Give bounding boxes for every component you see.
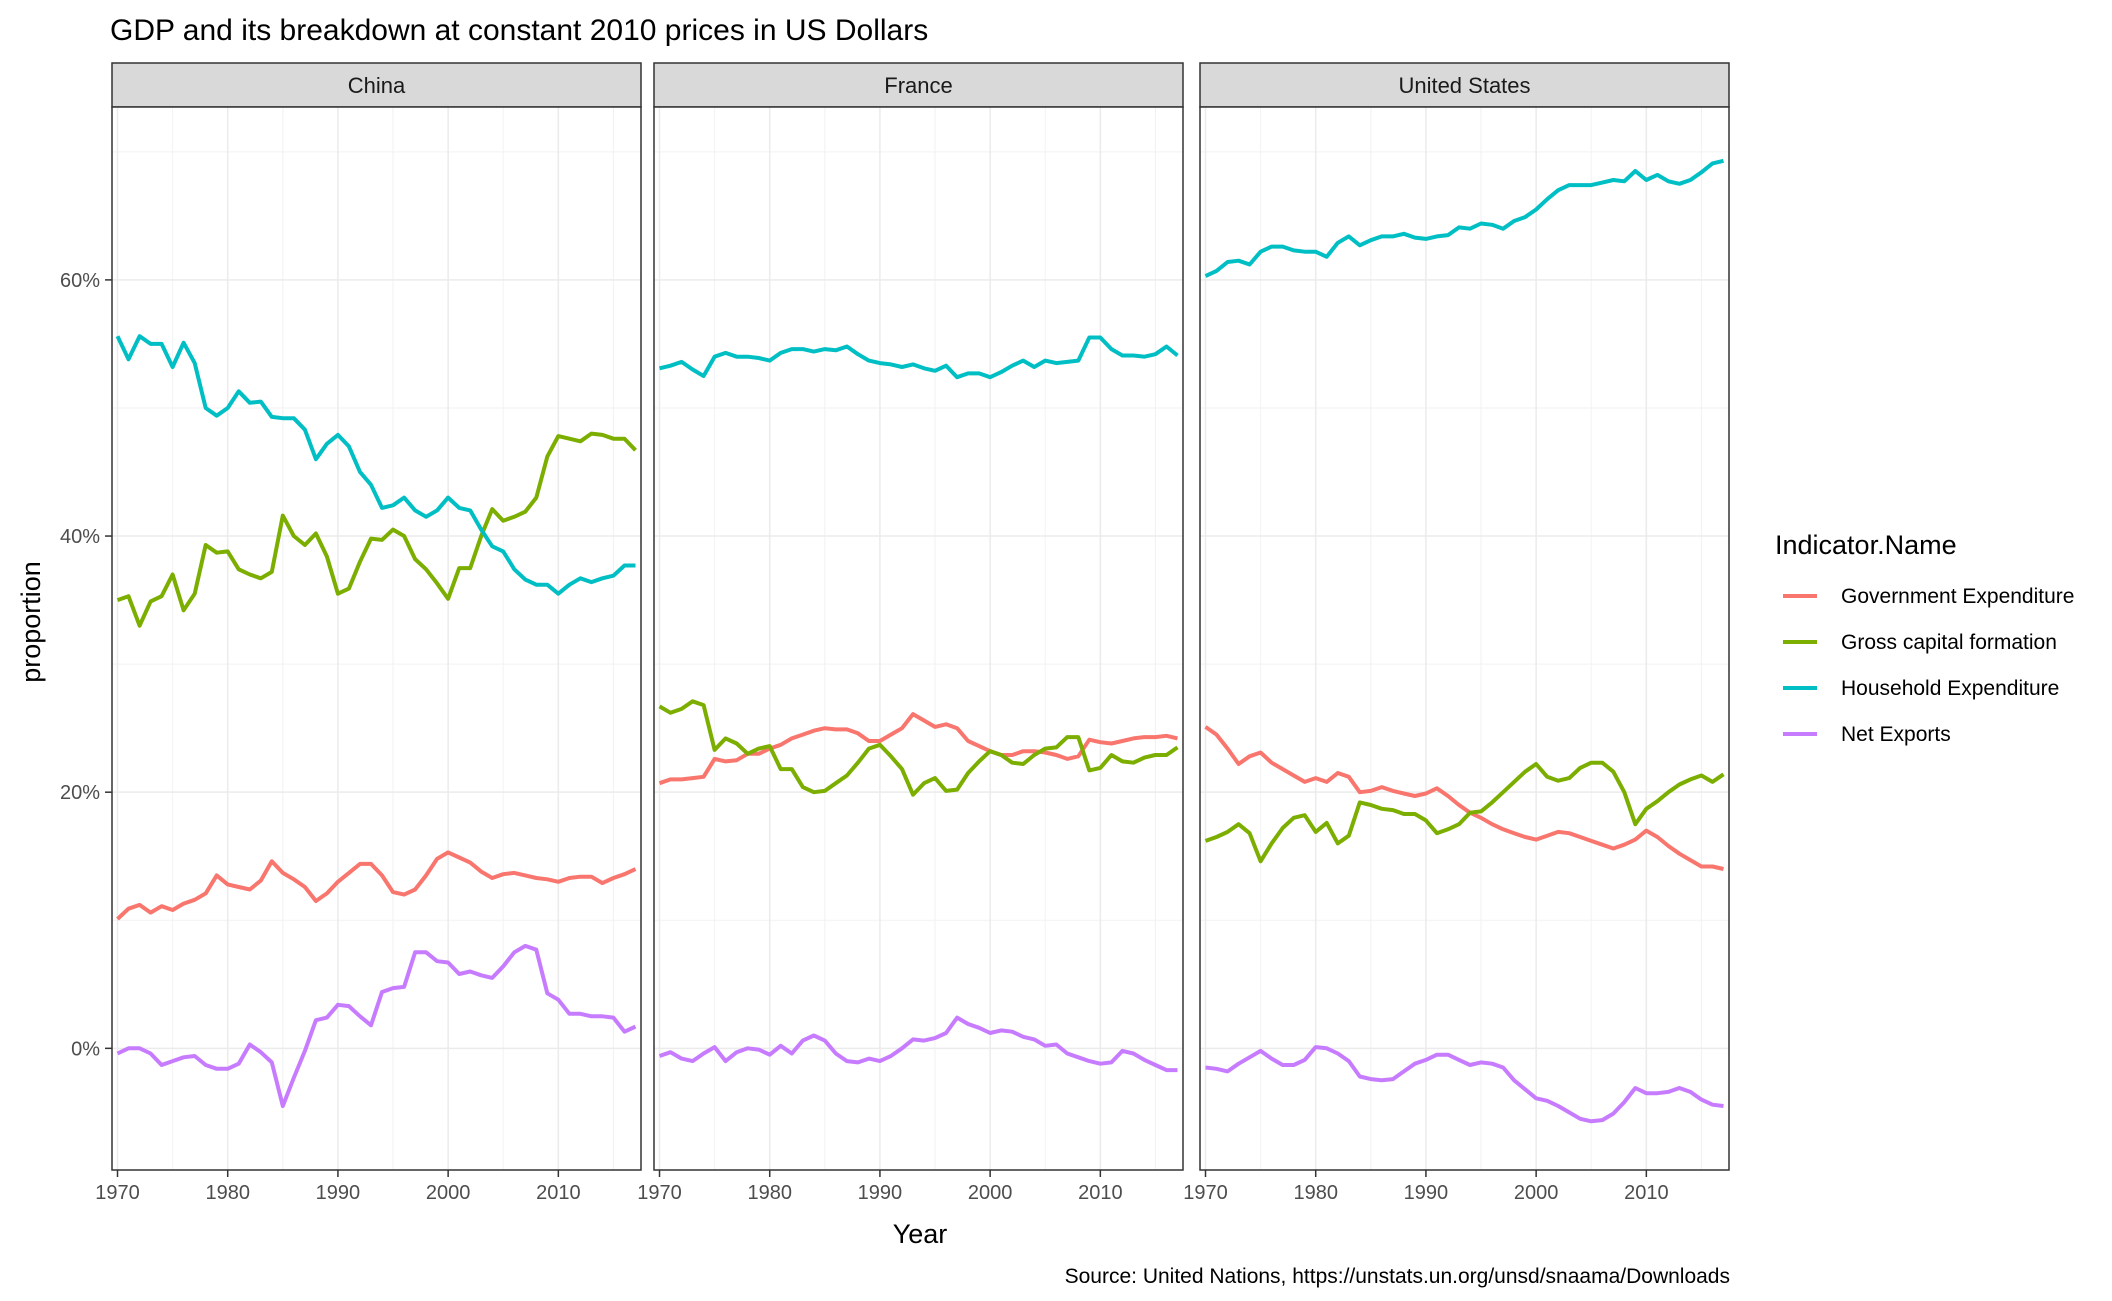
x-tick-label: 2000 — [968, 1182, 1013, 1204]
facet-strip-label: France — [884, 73, 952, 98]
legend-entry-net-exports: Net Exports — [1783, 723, 1951, 746]
y-tick-label: 40% — [60, 526, 100, 548]
y-tick-label: 20% — [60, 782, 100, 804]
x-tick-label: 1970 — [95, 1182, 140, 1204]
series-line-household-expenditure — [1204, 158, 1724, 278]
legend-entry-household-expenditure: Household Expenditure — [1783, 677, 2059, 700]
legend-label: Gross capital formation — [1841, 631, 2057, 654]
facet-france: France 1970 1980 1990 2000 2010 — [637, 62, 1184, 1204]
series-line-government-expenditure — [658, 712, 1178, 786]
series-line-government-expenditure — [116, 850, 637, 921]
panel-border — [1199, 106, 1730, 1171]
chart-title: GDP and its breakdown at constant 2010 p… — [110, 14, 928, 47]
panel-background — [1200, 107, 1729, 1170]
x-tick-label: 2010 — [1624, 1182, 1669, 1204]
y-tick-label: 0% — [71, 1038, 100, 1060]
facet-strip-label: China — [348, 73, 406, 98]
x-tick-label: 1970 — [637, 1182, 682, 1204]
series-line-gross-capital-formation — [116, 431, 637, 628]
panel-border — [653, 106, 1184, 1171]
x-tick-label: 1990 — [1404, 1182, 1449, 1204]
x-tick-label: 2010 — [536, 1182, 581, 1204]
x-tick-label: 2010 — [1078, 1182, 1123, 1204]
chart-caption: Source: United Nations, https://unstats.… — [1065, 1265, 1730, 1288]
x-tick-label: 2000 — [426, 1182, 471, 1204]
series-line-household-expenditure — [115, 334, 636, 596]
series-line-household-expenditure — [659, 335, 1179, 380]
series-line-net-exports — [658, 1015, 1178, 1073]
legend-label: Government Expenditure — [1841, 585, 2074, 608]
legend-title: Indicator.Name — [1775, 530, 1957, 560]
x-axis-title: Year — [893, 1219, 948, 1249]
y-tick-label: 60% — [60, 270, 100, 292]
panel-border — [111, 106, 642, 1171]
legend-entry-government-expenditure: Government Expenditure — [1783, 585, 2074, 608]
legend-label: Household Expenditure — [1841, 677, 2059, 700]
series-line-government-expenditure — [1204, 725, 1724, 871]
x-tick-label: 1970 — [1183, 1182, 1228, 1204]
x-tick-label: 1990 — [316, 1182, 361, 1204]
x-tick-label: 1980 — [747, 1182, 792, 1204]
x-tick-label: 2000 — [1514, 1182, 1559, 1204]
facet-strip — [653, 62, 1184, 108]
series-line-net-exports — [116, 943, 637, 1108]
series-line-net-exports — [1205, 1045, 1724, 1124]
panel-background — [654, 107, 1183, 1170]
facet-strip — [1199, 62, 1730, 108]
facet-strip-label: United States — [1398, 73, 1530, 98]
x-tick-label: 1980 — [1293, 1182, 1338, 1204]
panel-background — [112, 107, 641, 1170]
series-line-gross-capital-formation — [658, 699, 1179, 797]
y-axis-title: proportion — [16, 561, 46, 683]
x-tick-label: 1980 — [205, 1182, 250, 1204]
legend-entry-gross-capital-formation: Gross capital formation — [1783, 631, 2057, 654]
legend: Indicator.Name Government Expenditure Gro… — [1775, 530, 2074, 746]
series-line-gross-capital-formation — [1204, 760, 1725, 864]
x-tick-label: 1990 — [858, 1182, 903, 1204]
facet-china: China 1970 1980 1990 2000 2010 0% 20% 40% 60% — [60, 62, 642, 1204]
legend-label: Net Exports — [1841, 723, 1951, 746]
legend-entries: Government Expenditure Gross capital form… — [1783, 585, 2074, 746]
facet-strip — [111, 62, 642, 108]
facets-layer: China 1970 1980 1990 2000 2010 0% 20% 40% 60% Fran… — [60, 62, 1730, 1204]
facet-united-states: United States 1970 1980 1990 2000 2010 — [1183, 62, 1730, 1204]
